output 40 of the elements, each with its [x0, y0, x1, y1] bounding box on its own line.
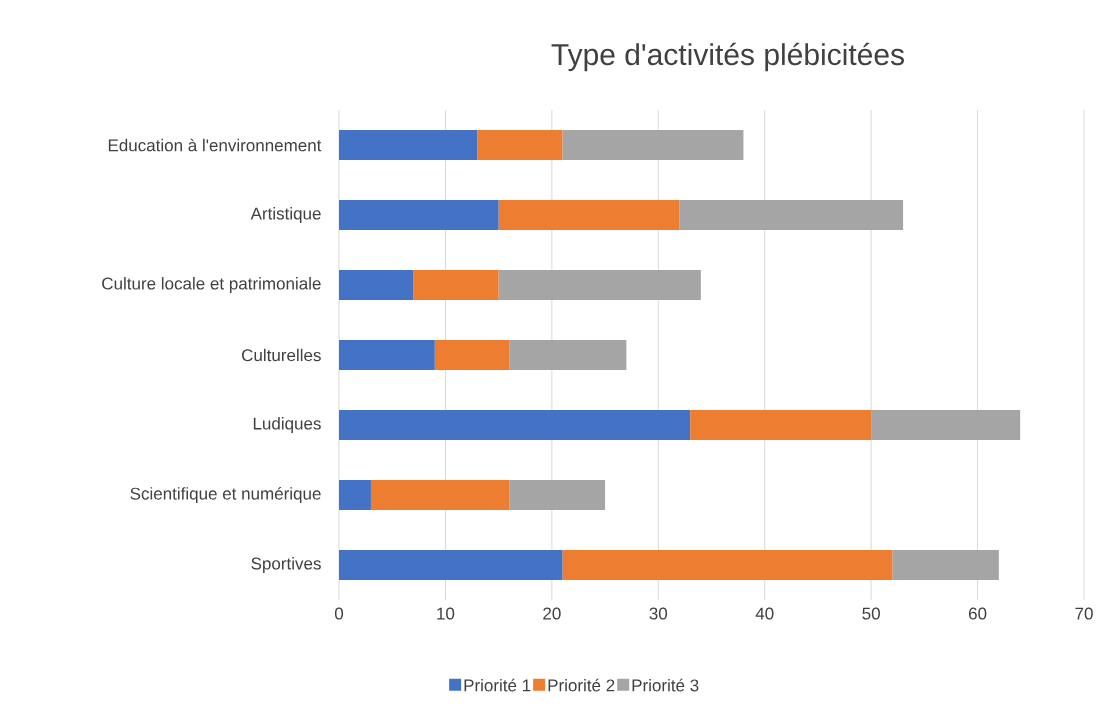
bar	[434, 340, 510, 370]
bar	[370, 480, 510, 511]
bar	[509, 340, 627, 370]
bar	[339, 130, 478, 161]
bar	[498, 200, 680, 231]
y-tick-label: Ludiques	[253, 417, 321, 433]
legend-label: Priorité 1	[464, 678, 531, 692]
y-tick-label: Artistique	[250, 207, 321, 223]
chart-title: Type d'activités plébicitées	[551, 42, 904, 72]
bar	[871, 410, 1021, 441]
bar	[339, 270, 414, 301]
bar	[413, 270, 499, 301]
y-tick-label: Culturelles	[242, 348, 321, 362]
y-tick-label: Education à l'environnement	[108, 138, 322, 152]
bar	[339, 410, 691, 441]
x-tick-label: 0	[334, 607, 344, 620]
x-tick-label: 50	[862, 607, 880, 620]
x-tick-label: 40	[755, 607, 774, 620]
bar	[509, 480, 606, 511]
bar	[690, 410, 872, 441]
x-tick-label: 20	[543, 607, 561, 620]
y-tick-label: Culture locale et patrimoniale	[102, 277, 321, 293]
legend-label: Priorité 3	[632, 678, 699, 692]
bar	[477, 130, 563, 161]
x-tick-label: 10	[437, 607, 455, 620]
bar	[498, 270, 701, 301]
bar	[679, 200, 904, 231]
bar	[562, 550, 893, 581]
bar	[339, 550, 563, 581]
y-tick-label: Scientifique et numérique	[130, 486, 321, 504]
bar	[892, 550, 999, 581]
legend-label: Priorité 2	[548, 678, 615, 692]
bar	[562, 130, 744, 161]
bar	[339, 480, 371, 511]
x-tick-label: 60	[968, 607, 987, 620]
bar	[339, 200, 499, 231]
y-tick-label: Sportives	[251, 557, 321, 573]
x-tick-label: 30	[649, 607, 668, 620]
x-tick-label: 70	[1075, 607, 1093, 620]
bar	[339, 340, 435, 370]
